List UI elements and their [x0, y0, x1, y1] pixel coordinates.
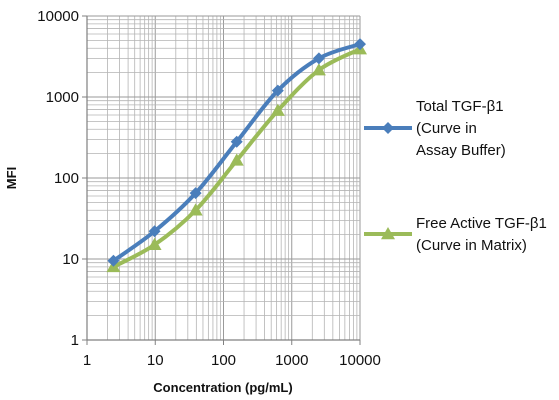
legend-marker [382, 122, 394, 134]
series [106, 38, 367, 273]
y-tick-label: 1000 [46, 89, 79, 106]
legend-label: Free Active TGF-β1 [416, 215, 547, 232]
series-2 [106, 42, 367, 273]
data-point [107, 254, 120, 267]
y-tick-label: 10 [62, 251, 79, 268]
data-point [312, 52, 325, 65]
x-axis-title: Concentration (pg/mL) [153, 380, 292, 395]
y-tick-label: 100 [54, 170, 79, 187]
data-point [270, 103, 285, 116]
data-point [148, 225, 161, 238]
y-tick-labels: 1 10 100 1000 10000 [37, 8, 79, 349]
legend-label: Total TGF-β1 [416, 98, 504, 115]
data-point [311, 63, 326, 76]
x-tick-label: 1 [83, 352, 91, 369]
legend-label: Assay Buffer) [416, 142, 506, 159]
legend-label: (Curve in Matrix) [416, 237, 527, 254]
x-tick-label: 1000 [275, 352, 308, 369]
series-line [111, 42, 362, 263]
x-tick-labels: 1 10 100 1000 10000 [83, 352, 381, 369]
y-tick-label: 1 [71, 332, 79, 349]
legend-entry-2: Free Active TGF-β1 (Curve in Matrix) [364, 215, 547, 254]
data-point [147, 237, 162, 250]
y-axis-title: MFI [4, 167, 19, 189]
data-point [271, 84, 284, 97]
y-tick-label: 10000 [37, 8, 79, 25]
x-tick-label: 100 [211, 352, 236, 369]
legend-label: (Curve in [416, 120, 477, 137]
data-point [229, 153, 244, 166]
series-1 [107, 38, 366, 267]
data-point [354, 38, 366, 51]
data-point [189, 187, 202, 200]
data-point [230, 135, 243, 148]
legend-marker [381, 227, 395, 240]
x-tick-label: 10000 [339, 352, 381, 369]
data-point [188, 203, 203, 216]
axes [82, 15, 361, 345]
legend-entry-1: Total TGF-β1 (Curve in Assay Buffer) [364, 98, 506, 159]
x-tick-label: 10 [147, 352, 164, 369]
legend: Total TGF-β1 (Curve in Assay Buffer) Free A… [364, 98, 547, 254]
